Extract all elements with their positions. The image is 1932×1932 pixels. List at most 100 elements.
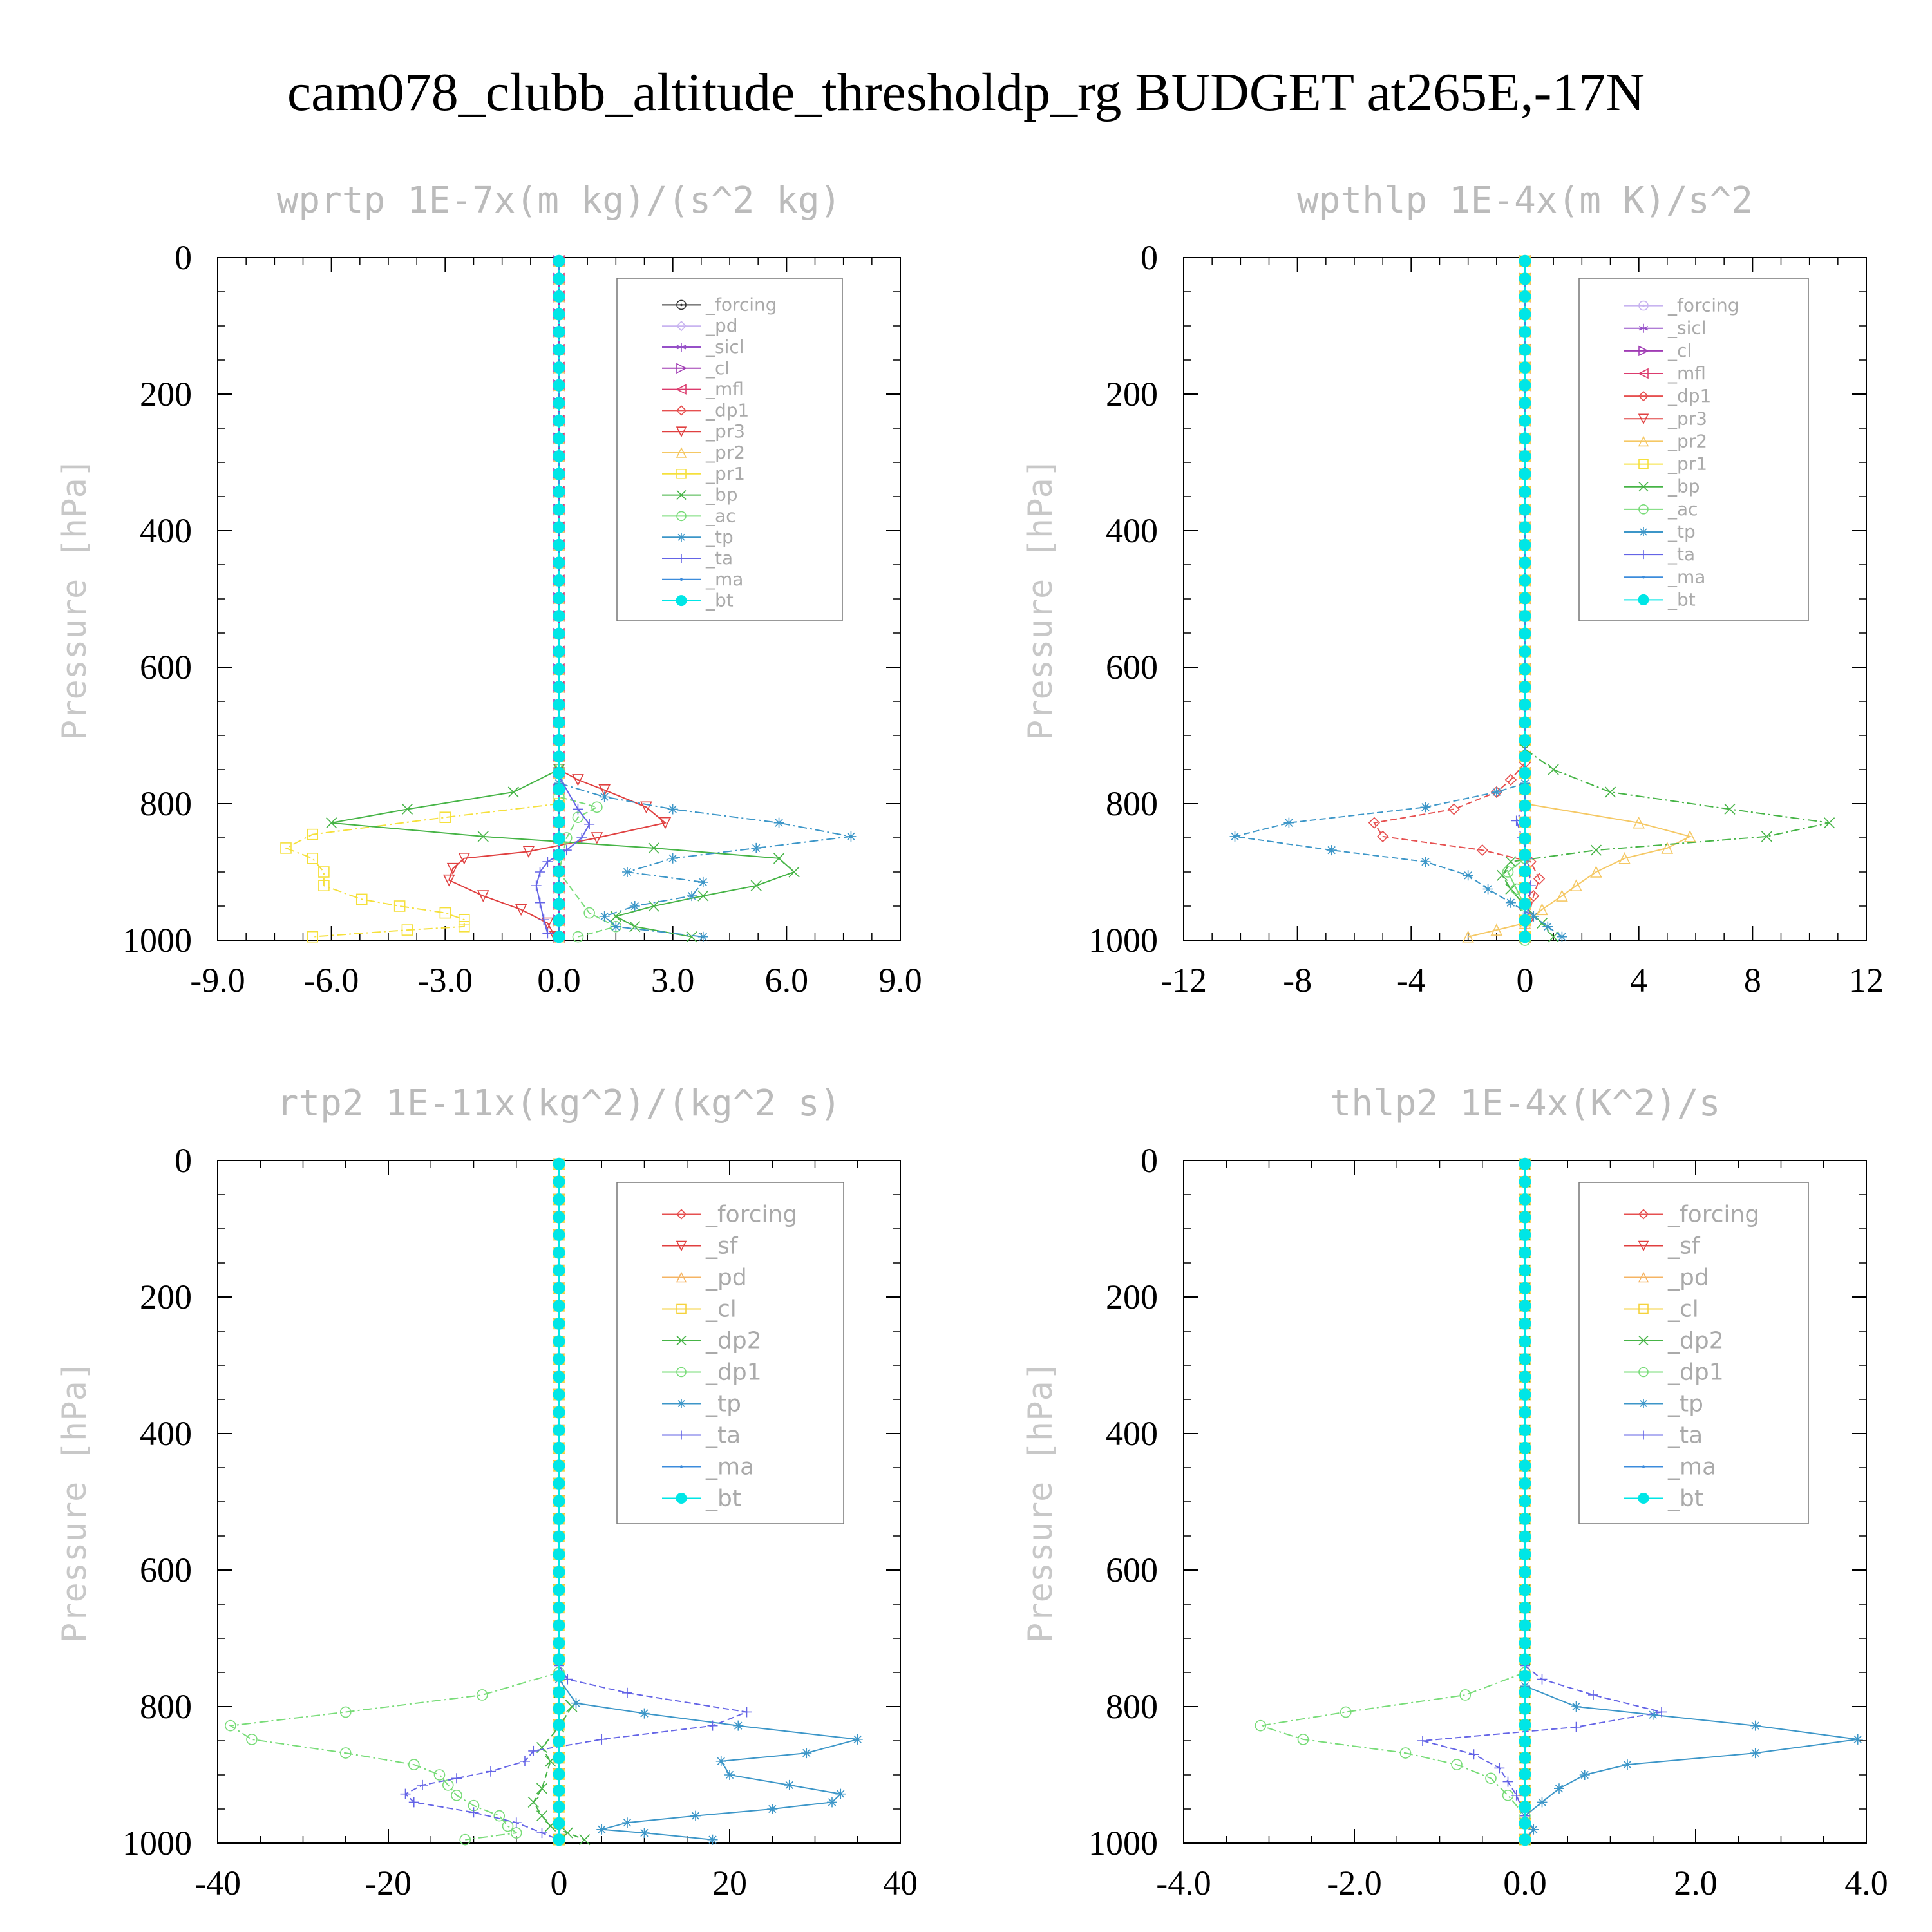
legend-marker [676,1209,687,1220]
y-tick-label: 600 [140,1551,192,1589]
data-point [1497,869,1508,881]
data-point [542,928,553,939]
legend-label: _ac [1667,498,1698,520]
data-point [553,254,565,267]
y-tick-label: 1000 [122,1824,192,1862]
legend-label: _mfl [705,379,744,400]
data-point [553,645,565,658]
data-point [1468,1749,1479,1760]
legend: _forcing _sf _pd _cl _dp2 _dp1 _tp _ta _ma _bt [1578,1182,1809,1524]
legend-marker [679,1465,683,1468]
data-point [611,921,621,932]
chart-panel-2: wpthlp 1E-4x(m K)/s^2 Pressure [hPa] 0 200 4… [1021,180,1884,999]
data-point [553,816,565,829]
data-point [648,900,659,912]
data-point [553,750,565,763]
data-point [835,1788,846,1799]
data-point [1519,816,1531,829]
y-tick-label: 800 [1106,1687,1158,1726]
x-tick-label: 20 [712,1864,747,1902]
legend-label: _dp1 [705,399,749,421]
data-point [1519,1193,1531,1206]
legend-marker [1638,1303,1649,1314]
data-point [1519,326,1531,339]
y-tick-label: 0 [175,1141,192,1180]
data-point [1519,1300,1531,1312]
legend-marker [1638,300,1649,311]
legend-marker [1638,368,1649,379]
data-point [1491,786,1502,797]
data-point [1476,844,1488,857]
data-point [583,907,595,919]
data-point [1519,1601,1531,1614]
panel-title: rtp2 1E-11x(kg^2)/(kg^2 s) [277,1083,842,1124]
panel-title: thlp2 1E-4x(K^2)/s [1330,1083,1721,1124]
data-point [553,627,565,640]
data-point [1548,764,1559,775]
data-point [439,811,451,823]
data-point [1519,1669,1531,1682]
data-point [553,663,565,676]
data-point [535,867,545,877]
data-point [1519,468,1531,480]
legend-marker [1638,1335,1649,1346]
data-point [553,1584,565,1596]
data-point [572,931,584,943]
data-point [417,1779,428,1790]
legend-marker [1639,550,1648,560]
figure-title: cam078_clubb_altitude_thresholdp_rg BUDG… [287,62,1645,122]
data-point [1519,1459,1531,1472]
legend-label: _pr3 [705,421,745,442]
data-point [553,1352,565,1365]
legend-label: _pd [705,1265,747,1291]
data-point [542,857,553,867]
data-point [686,931,697,943]
data-point [536,1783,548,1794]
x-tick-label: -9.0 [190,961,245,999]
data-point [459,1833,471,1846]
y-axis-label: Pressure [hPa] [1021,1361,1060,1643]
legend-marker [676,405,687,416]
data-point [553,1157,565,1170]
data-point [553,1441,565,1454]
data-point [1519,503,1531,516]
data-point [773,817,784,828]
data-point [1519,1752,1531,1764]
data-point [477,831,489,842]
chart-panel-3: rtp2 1E-11x(kg^2)/(kg^2 s) Pressure [hPa]… [55,1083,918,1902]
legend-marker [676,426,687,437]
data-point [640,801,652,814]
data-point [1420,857,1431,867]
data-point [318,880,330,891]
data-point [307,853,319,864]
legend-marker [1638,594,1649,605]
series-bt [1519,254,1531,943]
data-point [659,817,672,829]
x-tick-label: -4 [1397,961,1426,999]
data-point [639,1708,650,1719]
series-line [1468,803,1692,938]
x-tick-label: 9.0 [878,961,922,999]
data-point [1519,898,1531,911]
legend-box [616,1182,844,1524]
legend-marker [679,578,683,581]
legend-marker [677,1399,686,1408]
data-point [1519,1833,1531,1846]
data-point [1519,716,1531,729]
data-point [687,891,697,902]
data-point [584,819,595,829]
data-point [553,716,565,729]
data-point [1557,931,1567,942]
data-point [339,1747,352,1759]
series-dp1 [1255,1667,1531,1846]
data-point [788,866,800,878]
data-point [1505,856,1517,867]
data-point [553,734,565,746]
y-tick-label: 1000 [122,921,192,960]
series-pr3 [442,764,672,943]
data-point [486,1766,496,1777]
data-point [827,1797,837,1808]
data-point [553,308,565,321]
data-point [1519,1653,1531,1666]
data-point [553,379,565,392]
